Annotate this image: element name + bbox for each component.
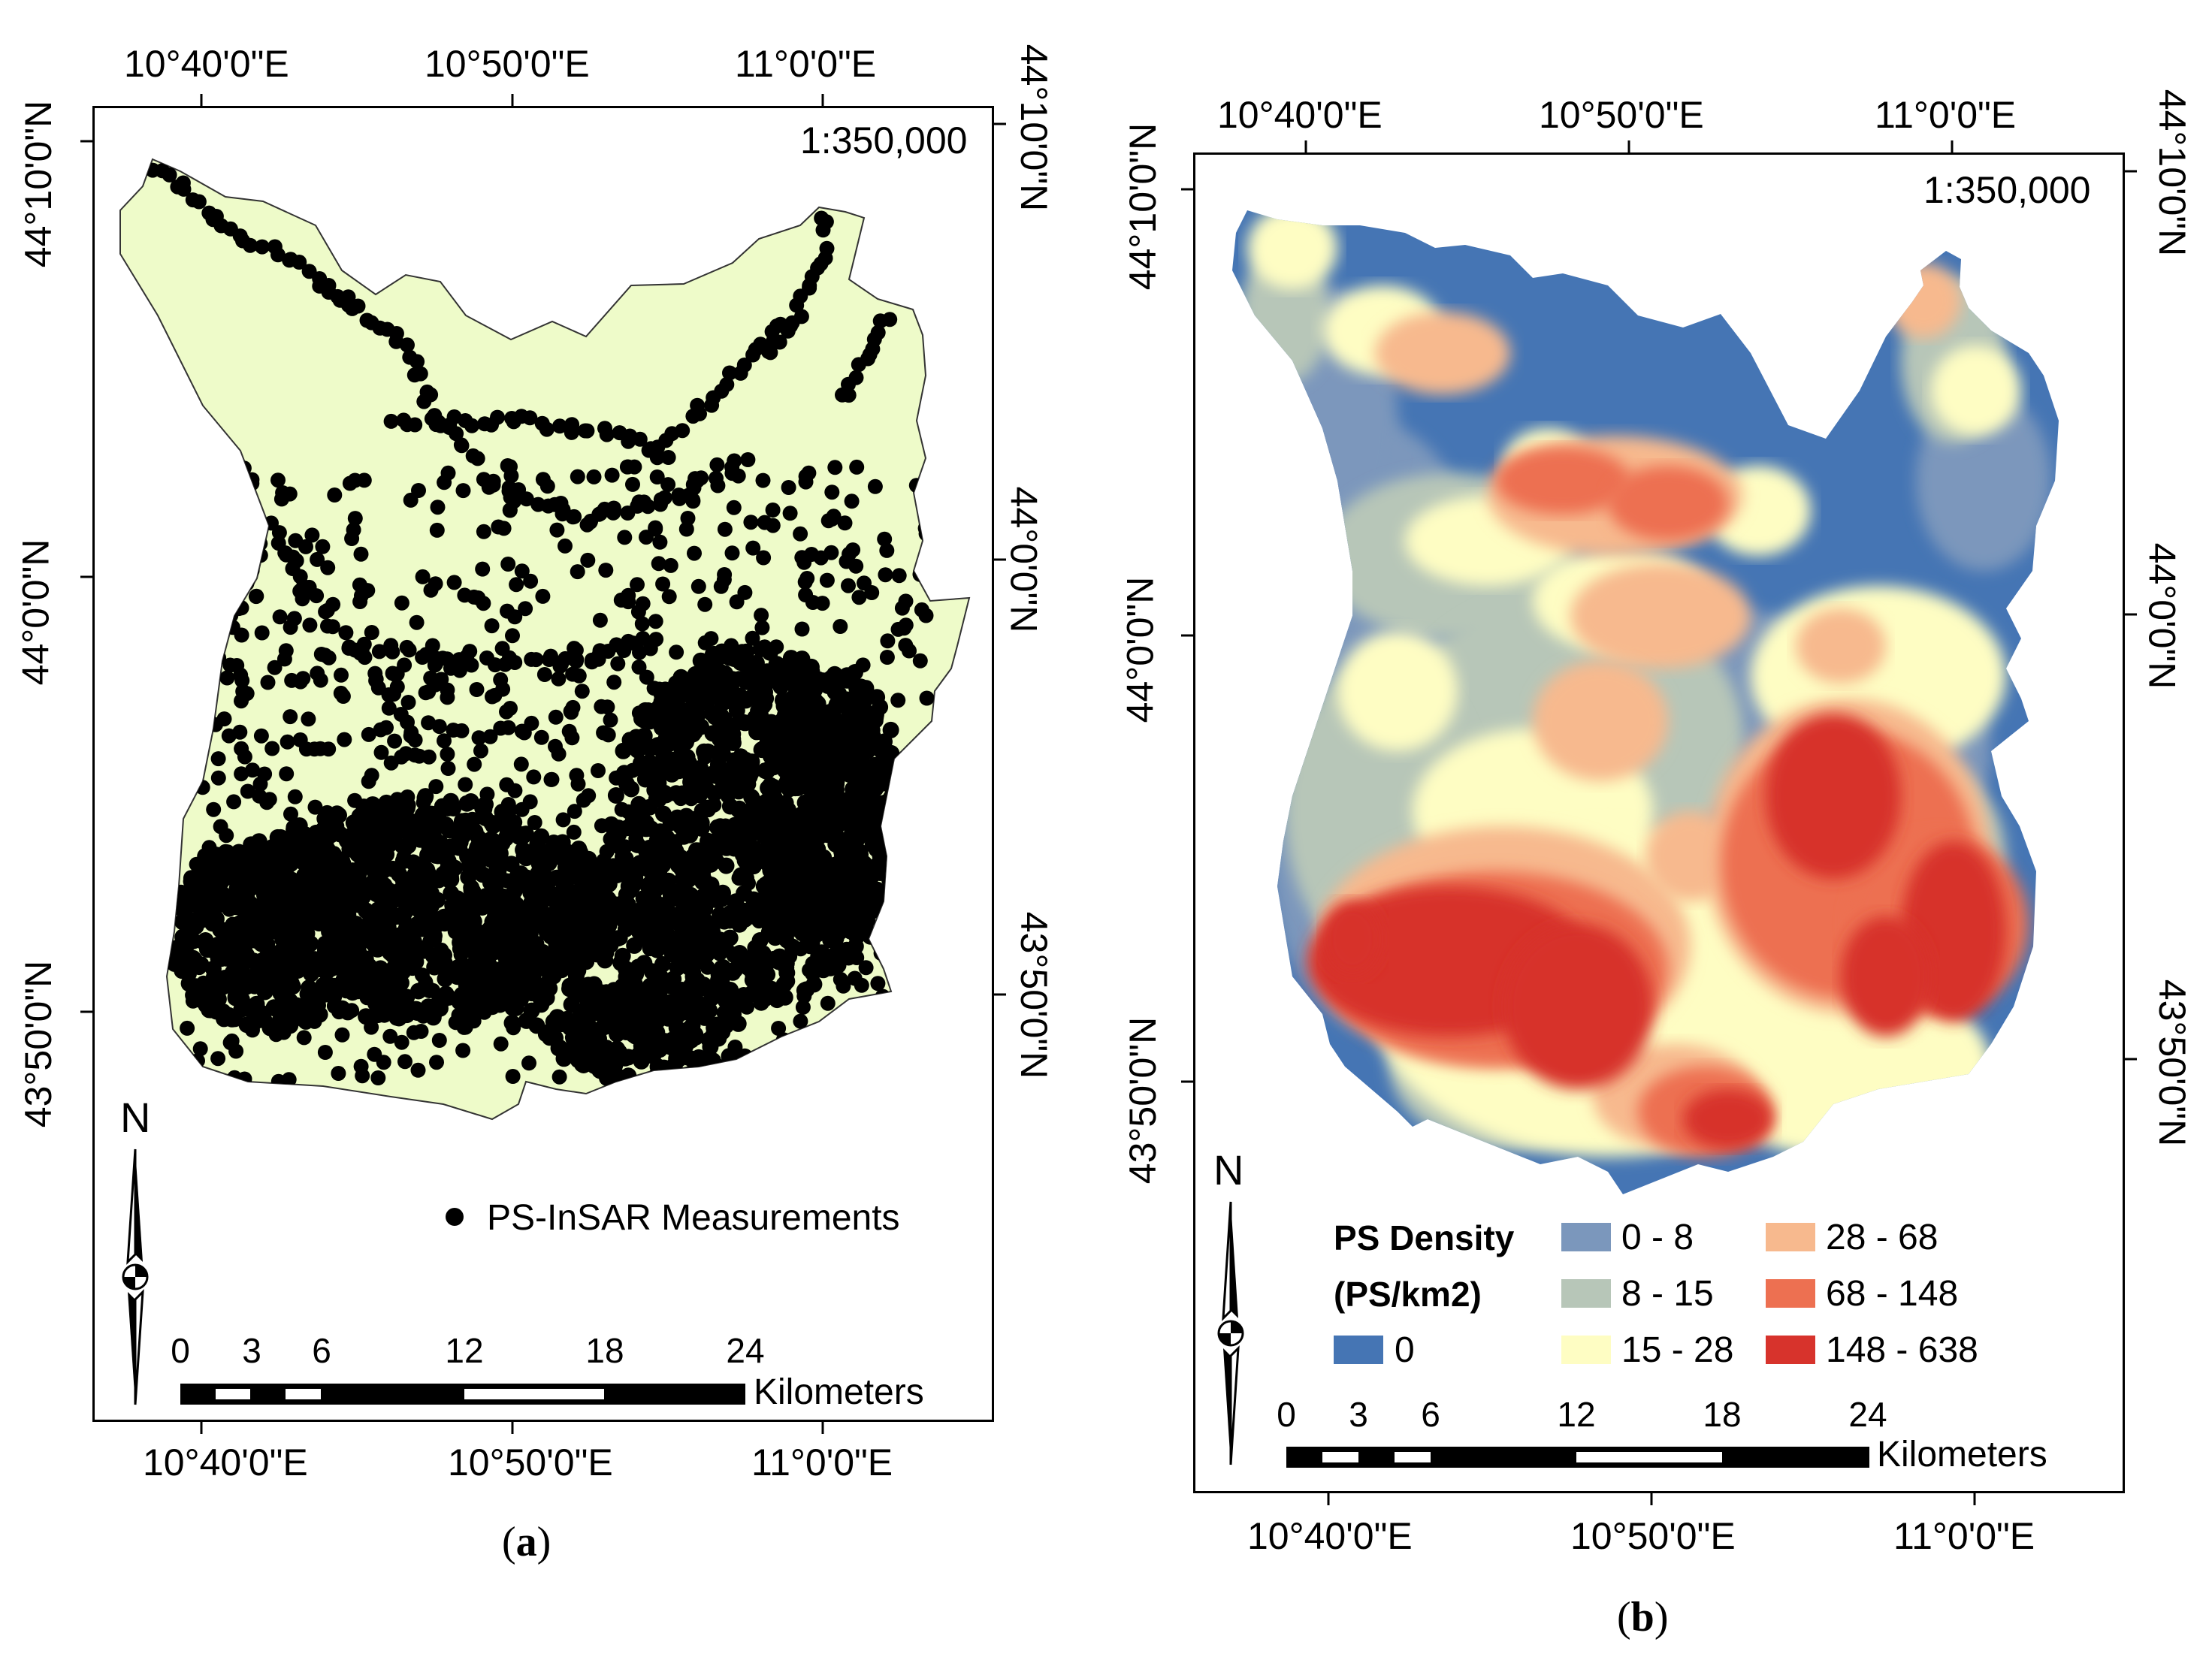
ps-point <box>736 852 754 869</box>
legend-label-0: 0 <box>1395 1330 1415 1370</box>
legend-swatch-0 <box>1334 1336 1383 1364</box>
legend-title-line1: PS Density <box>1334 1218 1515 1257</box>
left-lat-label-1: 44°10'0"N <box>1122 122 1165 291</box>
legend-label-5: 68 - 148 <box>1826 1274 1959 1314</box>
bottom-lon-label-1: 10°40'0"E <box>1247 1515 1413 1557</box>
scalebar-unit-b: Kilometers <box>1877 1435 2047 1474</box>
legend-label-6: 148 - 638 <box>1826 1330 1978 1370</box>
scalebar-tick: 24 <box>1848 1395 1887 1434</box>
ps-point <box>727 893 745 910</box>
scalebar-tick: 18 <box>1703 1395 1742 1434</box>
scalebar-tick: 3 <box>1349 1395 1368 1434</box>
ps-point <box>650 843 667 860</box>
bottom-lon-label-3: 11°0'0"E <box>1893 1515 2035 1557</box>
ps-point <box>663 765 681 783</box>
legend-title-line2: (PS/km2) <box>1334 1275 1482 1314</box>
scalebar-b <box>1286 1447 1869 1468</box>
legend-swatch-1 <box>1561 1223 1611 1251</box>
ps-point <box>753 994 770 1011</box>
right-lat-label-3: 43°50'0"N <box>2151 979 2194 1147</box>
north-label-b: N <box>1213 1146 1244 1194</box>
scalebar-tick: 0 <box>1277 1395 1296 1434</box>
legend-label-3: 15 - 28 <box>1621 1330 1734 1370</box>
ps-point <box>733 690 750 706</box>
legend-swatch-4 <box>1766 1223 1815 1251</box>
scalebar-tick: 6 <box>1421 1395 1440 1434</box>
left-lat-label-3: 43°50'0"N <box>1122 1016 1165 1185</box>
right-lat-label-1: 44°10'0"N <box>2151 89 2194 257</box>
ps-point <box>778 973 796 990</box>
legend-label-1: 0 - 8 <box>1621 1218 1694 1257</box>
legend-swatch-6 <box>1766 1336 1815 1364</box>
legend-swatch-2 <box>1561 1279 1611 1308</box>
ps-point <box>736 714 754 732</box>
ps-point <box>724 735 742 751</box>
north-arrow-icon <box>1217 1201 1244 1465</box>
right-lat-label-2: 44°0'0"N <box>2141 542 2183 690</box>
ps-point <box>607 787 624 804</box>
legend-label-2: 8 - 15 <box>1621 1274 1714 1314</box>
ps-point <box>726 840 742 857</box>
ps-point <box>690 842 706 859</box>
legend-swatch-5 <box>1766 1279 1815 1308</box>
legend-label-4: 28 - 68 <box>1826 1218 1939 1257</box>
bottom-lon-label-2: 10°50'0"E <box>1570 1515 1736 1557</box>
scalebar-tick: 12 <box>1557 1395 1596 1434</box>
legend-swatch-3 <box>1561 1336 1611 1364</box>
scale-ratio-b: 1:350,000 <box>1923 169 2091 211</box>
ps-point <box>615 742 632 759</box>
left-lat-label-2: 44°0'0"N <box>1119 576 1162 723</box>
panel-label-b: (b) <box>1617 1594 1669 1640</box>
ps-point <box>709 819 726 836</box>
